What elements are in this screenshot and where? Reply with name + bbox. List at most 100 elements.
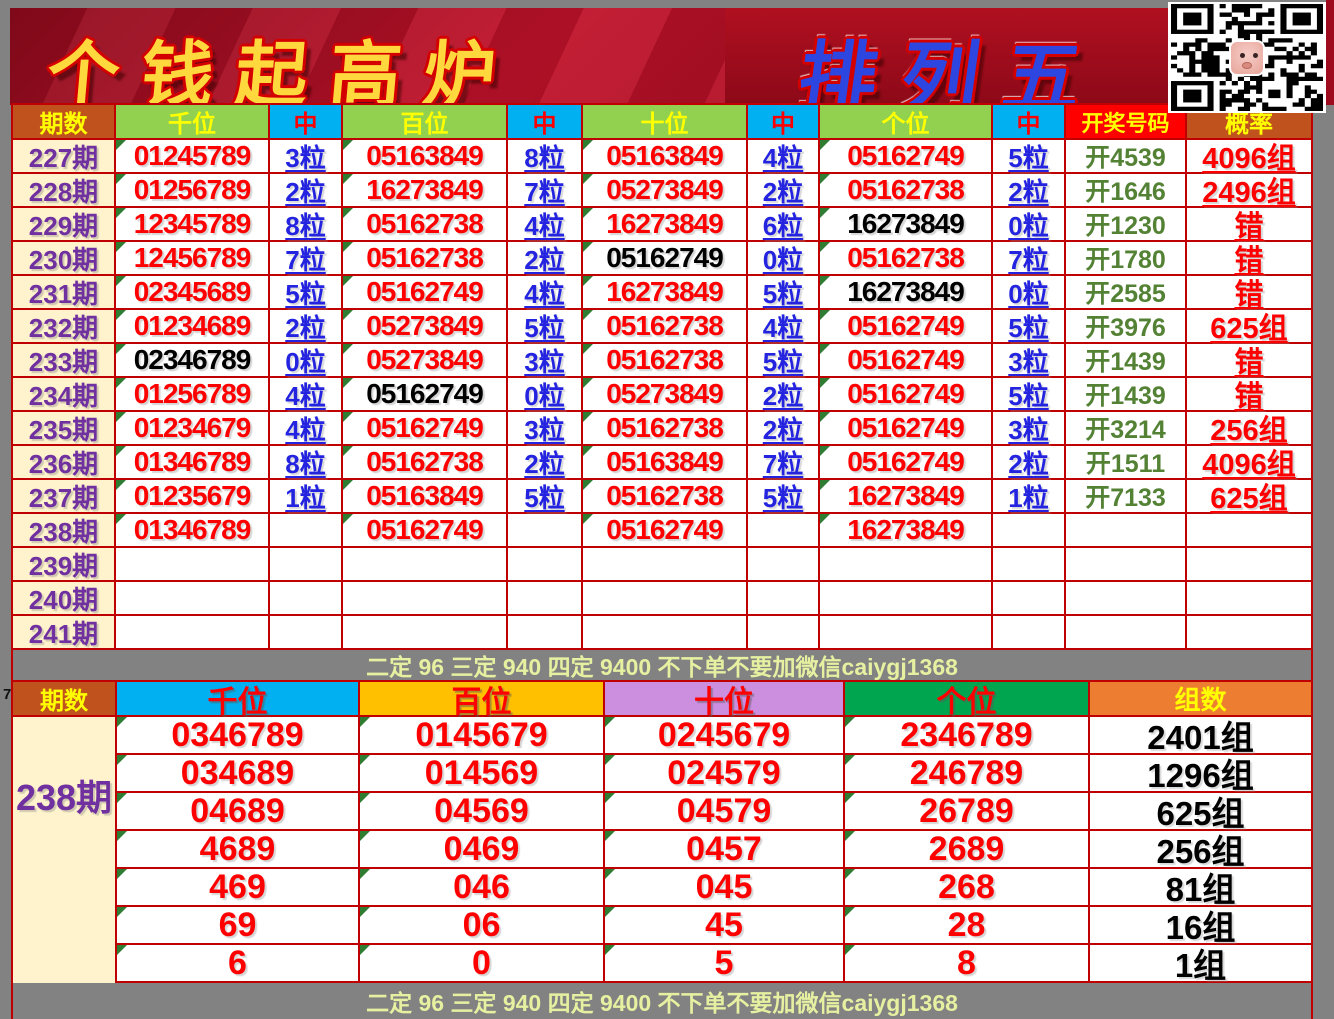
number-cell: 45 bbox=[605, 906, 845, 945]
period-cell: 237期 bbox=[13, 480, 116, 514]
header-cell: 个位 bbox=[845, 682, 1090, 719]
period-cell: 241期 bbox=[13, 616, 116, 650]
number-cell: 01235679 bbox=[116, 480, 270, 514]
number-cell: 04689 bbox=[117, 792, 360, 831]
empty-cell bbox=[270, 582, 343, 616]
empty-cell bbox=[270, 514, 343, 548]
number-cell: 05162749 bbox=[820, 378, 993, 412]
probability-cell: 错 bbox=[1187, 242, 1311, 277]
empty-cell bbox=[993, 582, 1066, 616]
hit-count-cell: 5粒 bbox=[748, 344, 820, 378]
number-cell: 06 bbox=[360, 906, 605, 945]
hit-count-cell: 2粒 bbox=[270, 310, 343, 344]
probability-cell: 错 bbox=[1187, 344, 1311, 379]
empty-cell bbox=[1187, 548, 1311, 582]
empty-cell bbox=[748, 616, 820, 650]
number-cell: 05273849 bbox=[343, 344, 508, 378]
number-cell: 05162749 bbox=[583, 242, 748, 276]
hit-count-cell: 4粒 bbox=[270, 412, 343, 446]
number-cell: 16273849 bbox=[583, 276, 748, 310]
hit-count-cell: 5粒 bbox=[993, 140, 1066, 174]
qr-center-image bbox=[1229, 40, 1265, 76]
number-cell: 01256789 bbox=[116, 378, 270, 412]
hit-count-cell: 0粒 bbox=[993, 276, 1066, 310]
hit-count-cell: 6粒 bbox=[748, 208, 820, 242]
hit-count-cell: 1粒 bbox=[270, 480, 343, 514]
number-cell: 01346789 bbox=[116, 446, 270, 480]
number-cell: 02345689 bbox=[116, 276, 270, 310]
number-cell: 045 bbox=[605, 868, 845, 907]
hit-count-cell: 3粒 bbox=[508, 412, 583, 446]
draw-number-cell: 开1439 bbox=[1066, 344, 1187, 378]
number-cell: 0145679 bbox=[360, 716, 605, 755]
number-cell: 02346789 bbox=[116, 344, 270, 378]
banner: 个钱起高炉 排列五 bbox=[10, 8, 1168, 105]
group-count-cell: 2401组 bbox=[1090, 717, 1311, 756]
number-cell: 05163849 bbox=[343, 140, 508, 174]
number-cell: 05162749 bbox=[820, 310, 993, 344]
number-cell: 4689 bbox=[117, 830, 360, 869]
header-cell: 中 bbox=[270, 105, 343, 140]
number-cell: 0457 bbox=[605, 830, 845, 869]
hit-count-cell: 7粒 bbox=[508, 174, 583, 208]
hit-count-cell: 8粒 bbox=[270, 208, 343, 242]
period-cell: 238期 bbox=[13, 717, 117, 983]
empty-cell bbox=[116, 548, 270, 582]
number-cell: 014569 bbox=[360, 754, 605, 793]
period-cell: 238期 bbox=[13, 514, 116, 548]
empty-cell bbox=[1187, 616, 1311, 650]
number-cell: 05162749 bbox=[820, 344, 993, 378]
period-cell: 231期 bbox=[13, 276, 116, 310]
number-cell: 05162749 bbox=[343, 276, 508, 310]
empty-cell bbox=[583, 548, 748, 582]
pig-snout-icon bbox=[1242, 62, 1252, 69]
promo-text: 二定 96 三定 940 四定 9400 不下单不要加微信caiygj1368 bbox=[366, 990, 958, 1016]
number-cell: 05162749 bbox=[343, 412, 508, 446]
hit-count-cell: 7粒 bbox=[748, 446, 820, 480]
draw-number-cell: 开1439 bbox=[1066, 378, 1187, 412]
probability-cell: 4096组 bbox=[1187, 140, 1311, 175]
header-cell: 中 bbox=[508, 105, 583, 140]
number-cell: 16273849 bbox=[820, 208, 993, 242]
number-cell: 16273849 bbox=[583, 208, 748, 242]
header-cell: 开奖号码 bbox=[1066, 105, 1187, 140]
empty-cell bbox=[508, 616, 583, 650]
empty-cell bbox=[748, 514, 820, 548]
number-cell: 8 bbox=[845, 944, 1090, 983]
pyramid-table: 期数 千位 百位 十位 个位 组数 238期 0346789 0145679 0245679 234… bbox=[13, 682, 1311, 984]
number-cell: 046 bbox=[360, 868, 605, 907]
banner-right-panel bbox=[725, 8, 1168, 105]
period-cell: 239期 bbox=[13, 548, 116, 582]
empty-cell bbox=[1066, 582, 1187, 616]
hit-count-cell: 5粒 bbox=[748, 276, 820, 310]
empty-cell bbox=[343, 548, 508, 582]
hit-count-cell: 5粒 bbox=[508, 480, 583, 514]
hit-count-cell: 4粒 bbox=[508, 208, 583, 242]
hit-count-cell: 2粒 bbox=[508, 242, 583, 276]
probability-cell: 错 bbox=[1187, 276, 1311, 311]
hit-count-cell: 2粒 bbox=[270, 174, 343, 208]
pig-eyes-icon bbox=[1240, 53, 1245, 58]
header-cell: 千位 bbox=[116, 105, 270, 140]
hit-count-cell: 5粒 bbox=[748, 480, 820, 514]
probability-cell: 错 bbox=[1187, 378, 1311, 413]
number-cell: 05162738 bbox=[583, 412, 748, 446]
number-cell: 05273849 bbox=[343, 310, 508, 344]
hit-count-cell: 2粒 bbox=[508, 446, 583, 480]
draw-number-cell: 开4539 bbox=[1066, 140, 1187, 174]
hit-count-cell: 3粒 bbox=[993, 344, 1066, 378]
number-cell: 26789 bbox=[845, 792, 1090, 831]
empty-cell bbox=[116, 582, 270, 616]
header-cell: 期数 bbox=[13, 682, 117, 717]
number-cell: 034689 bbox=[117, 754, 360, 793]
number-cell: 05163849 bbox=[583, 446, 748, 480]
number-cell: 05162738 bbox=[583, 480, 748, 514]
number-cell: 01234689 bbox=[116, 310, 270, 344]
number-cell: 01256789 bbox=[116, 174, 270, 208]
number-cell: 05162749 bbox=[820, 446, 993, 480]
number-cell: 024579 bbox=[605, 754, 845, 793]
number-cell: 2346789 bbox=[845, 716, 1090, 755]
probability-cell: 2496组 bbox=[1187, 174, 1311, 209]
number-cell: 04569 bbox=[360, 792, 605, 831]
header-cell: 百位 bbox=[360, 682, 605, 719]
